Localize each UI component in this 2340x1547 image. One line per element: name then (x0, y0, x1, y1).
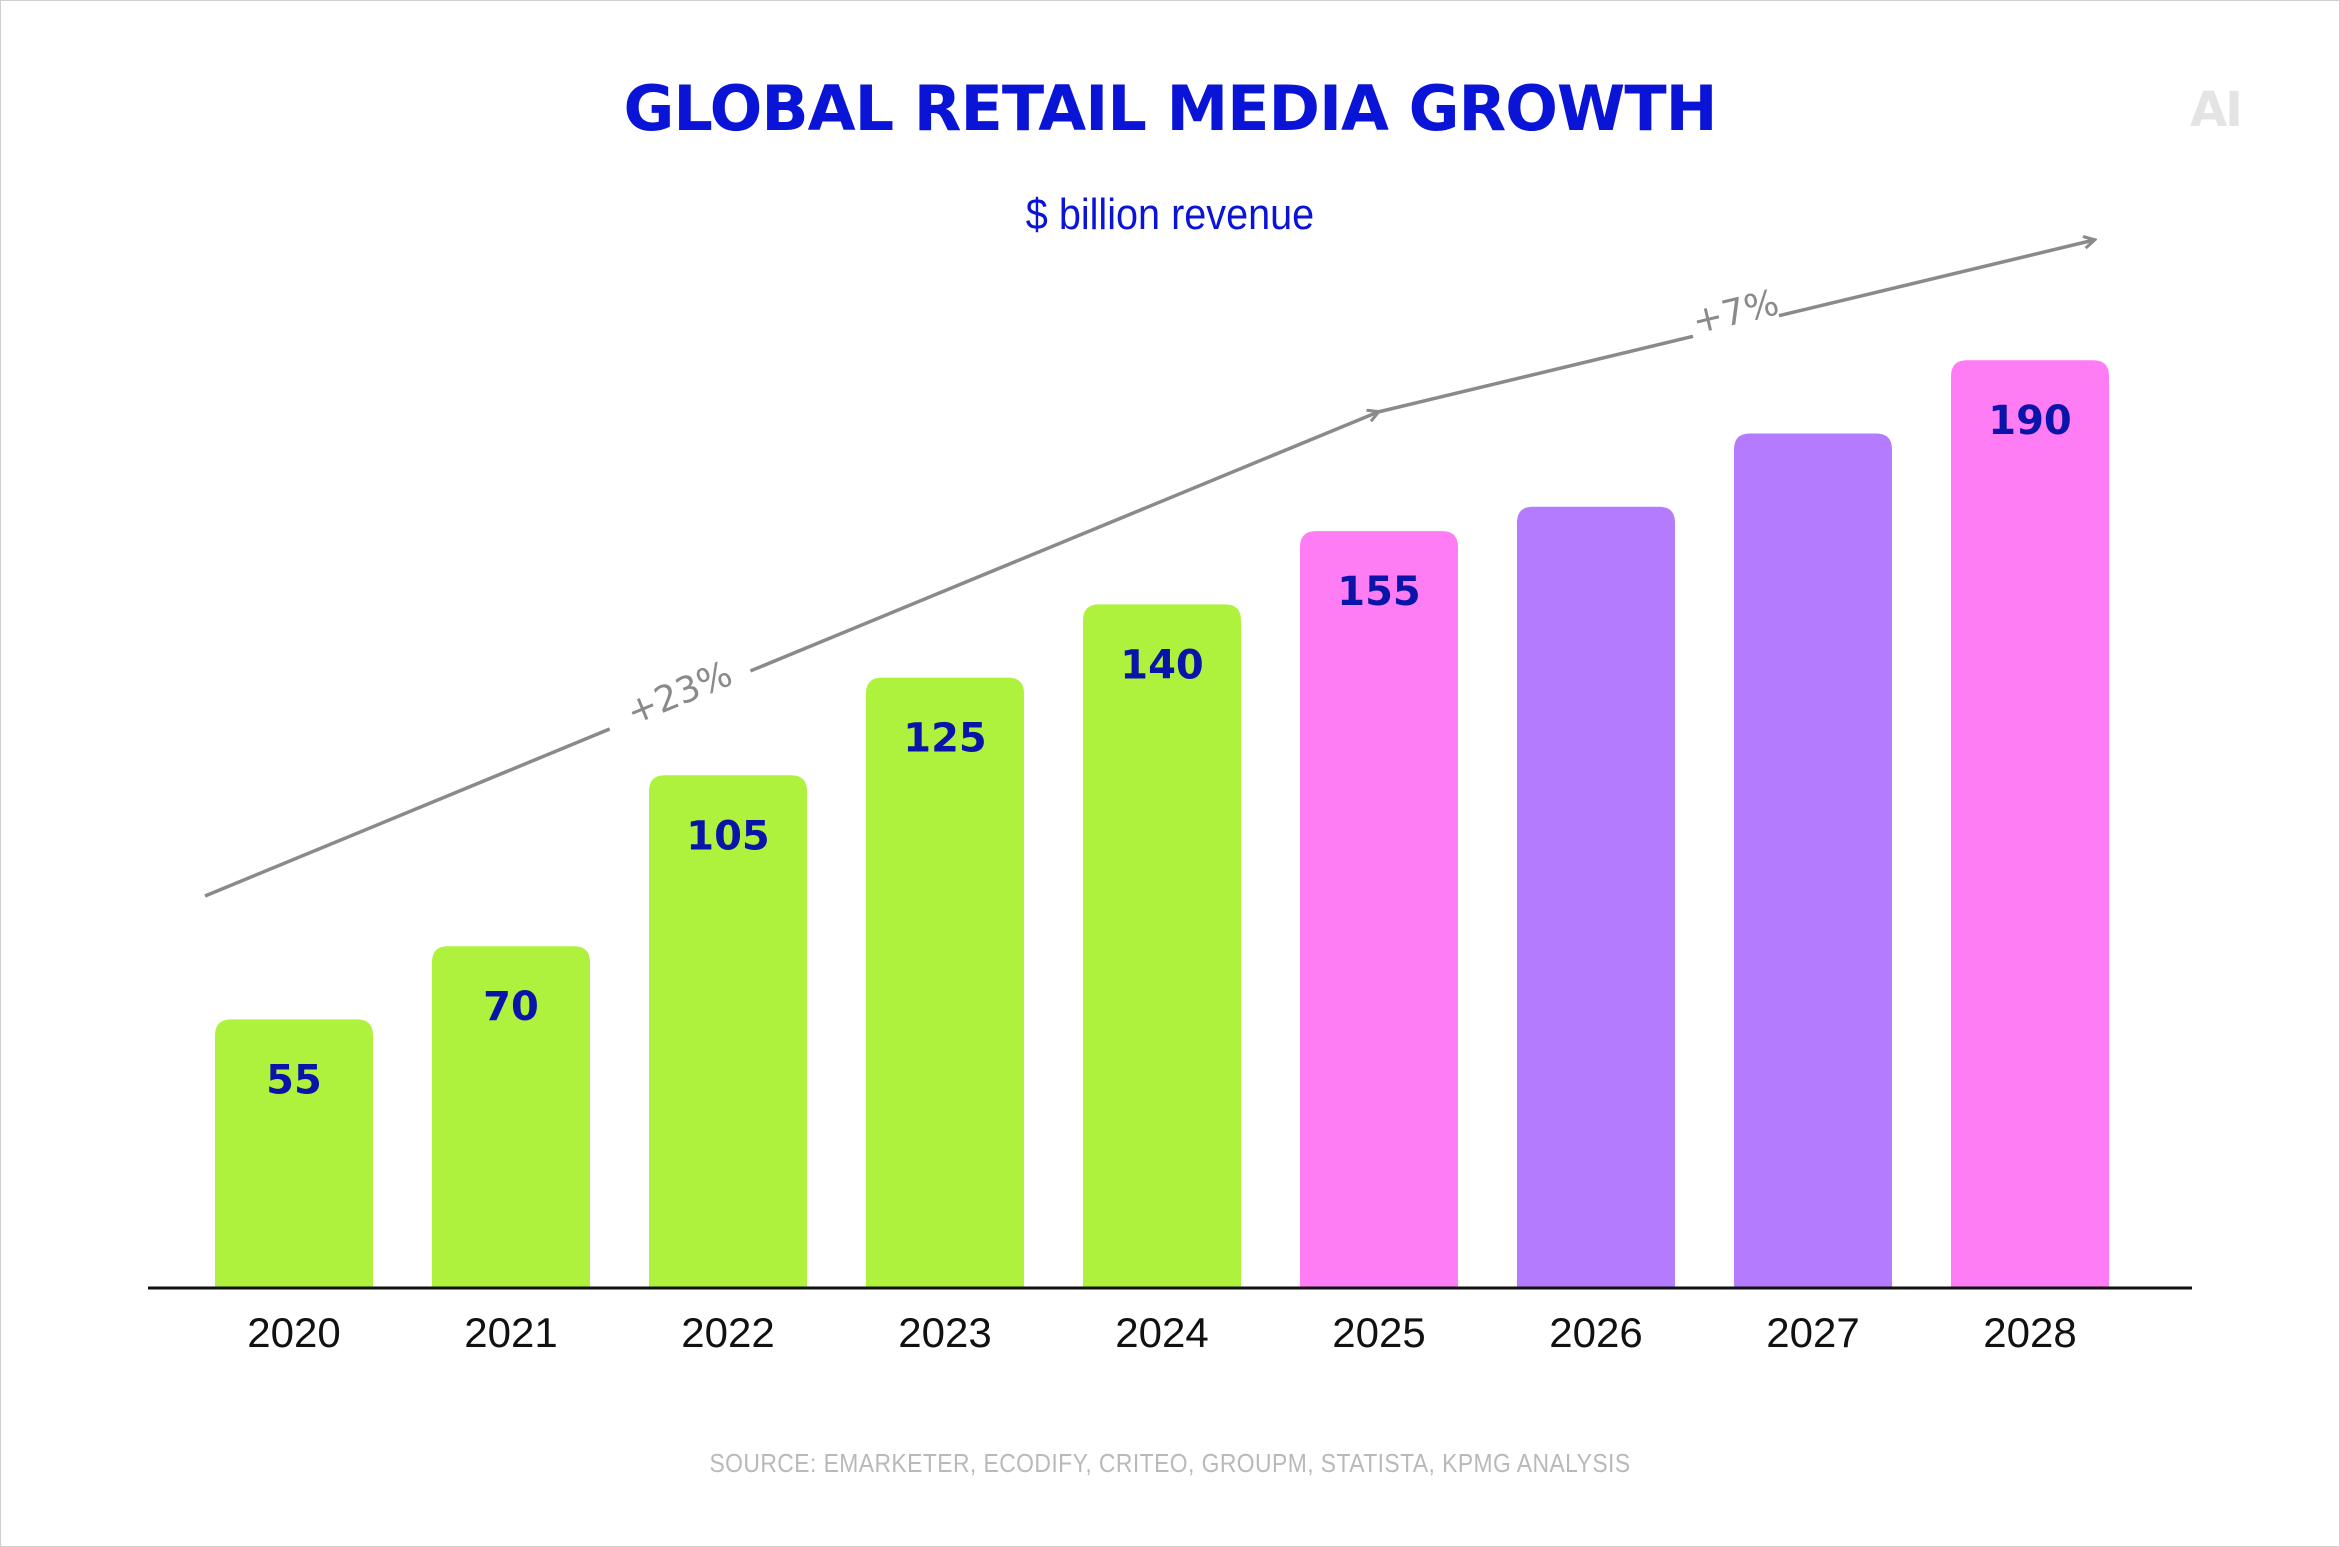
x-tick-label-2026: 2026 (1549, 1309, 1642, 1356)
chart-subtitle: $ billion revenue (1025, 190, 1315, 239)
growth-arrow-segment (204, 727, 611, 898)
bar-2022 (649, 775, 807, 1288)
x-tick-label-2023: 2023 (898, 1309, 991, 1356)
bar-2026 (1517, 506, 1675, 1289)
x-tick-label-2024: 2024 (1115, 1309, 1208, 1356)
bar-2023 (866, 677, 1024, 1288)
x-tick-label-2020: 2020 (247, 1309, 340, 1356)
bar-2020 (215, 1019, 373, 1288)
source-note: SOURCE: EMARKETER, ECODIFY, CRITEO, GROU… (709, 1448, 1631, 1478)
growth-rate-label: +23% (621, 654, 738, 734)
bar-value-label-2023: 125 (903, 716, 987, 762)
bar-value-label-2021: 70 (483, 984, 539, 1030)
chart-title: GLOBAL RETAIL MEDIA GROWTH (623, 72, 1718, 145)
x-tick-label-2025: 2025 (1332, 1309, 1425, 1356)
bar-value-label-2022: 105 (686, 813, 770, 859)
x-tick-label-2021: 2021 (464, 1309, 557, 1356)
x-tick-label-2028: 2028 (1983, 1309, 2076, 1356)
brand-logo: AI (2190, 82, 2243, 138)
growth-arrow-segment (1377, 334, 1694, 414)
bar-2025 (1300, 531, 1458, 1288)
bar-2028 (1951, 360, 2109, 1289)
bar-value-label-2025: 155 (1337, 569, 1421, 615)
growth-rate-label: +7% (1688, 282, 1782, 342)
bar-2024 (1083, 604, 1241, 1288)
bar-2021 (432, 946, 590, 1288)
x-tick-label-2027: 2027 (1766, 1309, 1859, 1356)
growth-arrow-head-segment (1778, 240, 2094, 318)
bar-value-label-2020: 55 (266, 1057, 322, 1103)
growth-arrow-head-segment (749, 412, 1378, 673)
bar-value-label-2028: 190 (1988, 398, 2072, 444)
x-tick-label-2022: 2022 (681, 1309, 774, 1356)
bar-value-label-2024: 140 (1120, 642, 1204, 688)
bar-2027 (1734, 433, 1892, 1289)
